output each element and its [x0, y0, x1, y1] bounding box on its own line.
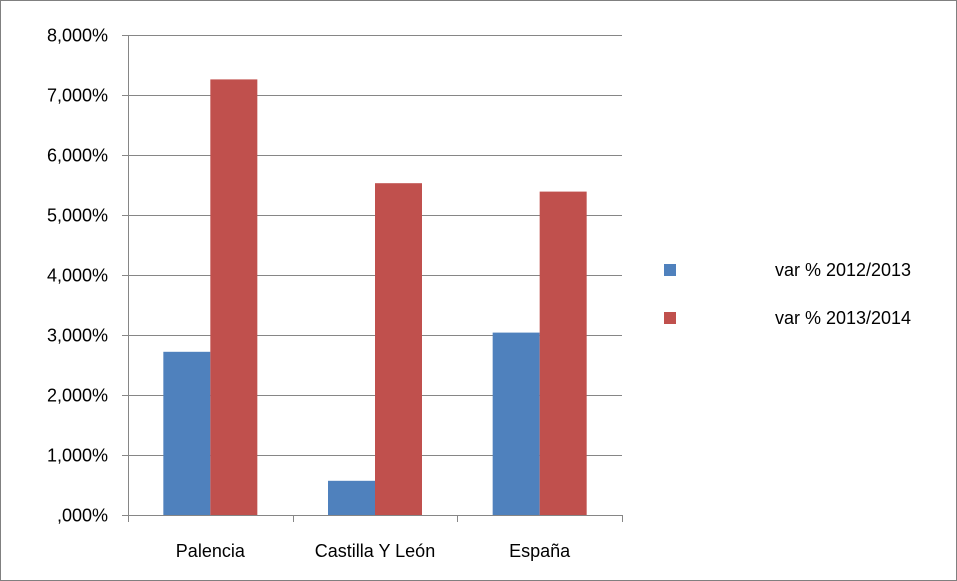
x-tick-label: Castilla Y León	[315, 541, 435, 561]
y-tick-label: 7,000%	[47, 86, 108, 106]
axes	[122, 35, 623, 522]
bar-2-3	[539, 191, 587, 515]
bar-1-2	[328, 480, 375, 515]
labels: ,000% 1,000% 2,000% 3,000% 4,000% 5,000% 6,000…	[47, 26, 571, 562]
legend-label: var % 2013/2014	[775, 308, 911, 328]
y-tick-label: 4,000%	[47, 266, 108, 286]
x-tick-label: Palencia	[176, 541, 246, 561]
y-tick-label: 5,000%	[47, 206, 108, 226]
y-tick-label: 6,000%	[47, 146, 108, 166]
x-tick-label: España	[509, 541, 571, 561]
legend-label: var % 2012/2013	[775, 260, 911, 280]
bar-1-3	[492, 332, 540, 515]
legend-swatch	[664, 264, 676, 276]
bar-2-2	[375, 183, 422, 515]
y-tick-label: 8,000%	[47, 26, 108, 46]
legend-swatch	[664, 312, 676, 324]
y-tick-label: ,000%	[57, 506, 108, 526]
y-tick-label: 3,000%	[47, 326, 108, 346]
y-tick-label: 1,000%	[47, 446, 108, 466]
y-tick-label: 2,000%	[47, 386, 108, 406]
bar-2-1	[210, 79, 258, 516]
bars	[163, 79, 587, 516]
legend: var % 2012/2013 var % 2013/2014	[664, 260, 911, 328]
bar-1-1	[163, 351, 211, 515]
